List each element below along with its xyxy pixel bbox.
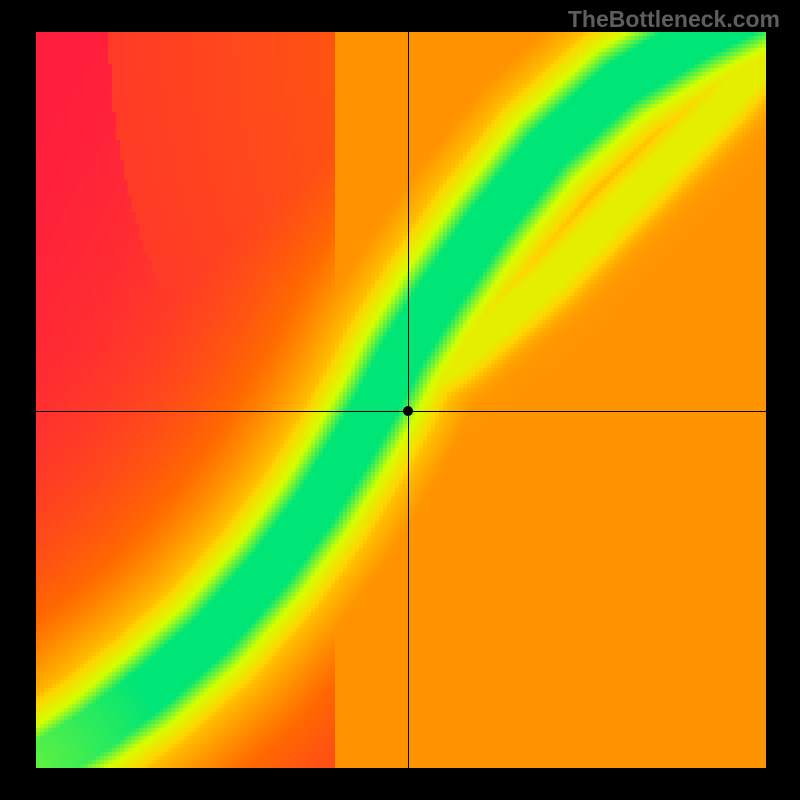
chart-container: TheBottleneck.com bbox=[0, 0, 800, 800]
bottleneck-heatmap bbox=[36, 32, 766, 768]
watermark-text: TheBottleneck.com bbox=[568, 6, 780, 33]
crosshair-vertical bbox=[408, 32, 409, 768]
selection-marker bbox=[403, 406, 413, 416]
crosshair-horizontal bbox=[36, 411, 766, 412]
